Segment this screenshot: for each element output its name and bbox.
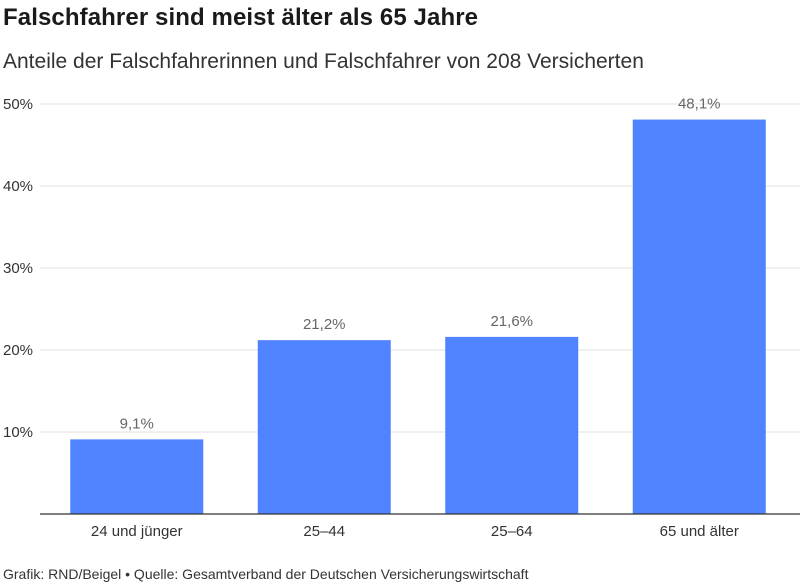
bars — [70, 119, 766, 514]
data-label: 21,2% — [303, 316, 346, 333]
y-tick-label: 30% — [3, 260, 33, 277]
x-axis-ticks: 24 und jünger 25–44 25–64 65 und älter — [91, 523, 739, 540]
x-tick-label: 25–44 — [303, 523, 345, 540]
bar — [445, 336, 579, 514]
source-footer: Grafik: RND/Beigel • Quelle: Gesamtverba… — [3, 566, 529, 582]
x-tick-label: 65 und älter — [660, 523, 739, 540]
data-label: 9,1% — [120, 415, 154, 432]
x-tick-label: 24 und jünger — [91, 523, 183, 540]
y-tick-label: 40% — [3, 178, 33, 195]
bar — [70, 439, 204, 514]
bar — [257, 340, 391, 514]
chart-title: Falschfahrer sind meist älter als 65 Jah… — [3, 4, 479, 31]
y-axis-ticks: 10% 20% 30% 40% 50% — [3, 96, 33, 441]
data-labels: 9,1% 21,2% 21,6% 48,1% — [120, 96, 721, 433]
y-tick-label: 20% — [3, 342, 33, 359]
y-tick-label: 50% — [3, 96, 33, 113]
data-label: 48,1% — [678, 96, 721, 113]
y-tick-label: 10% — [3, 424, 33, 441]
x-tick-label: 25–64 — [491, 523, 533, 540]
data-label: 21,6% — [490, 313, 533, 330]
bar — [632, 119, 766, 514]
chart-subtitle: Anteile der Falschfahrerinnen und Falsch… — [3, 50, 644, 73]
